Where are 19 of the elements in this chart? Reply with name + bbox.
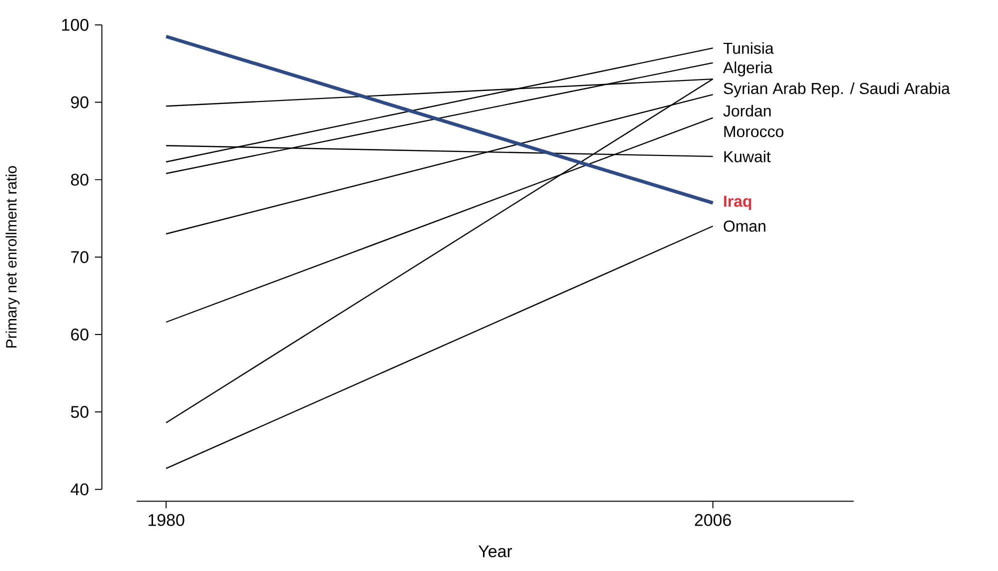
series-label: Tunisia (723, 42, 774, 54)
y-axis-title: Primary net enrollment ratio (6, 166, 20, 348)
y-tick-label: 100 (62, 18, 88, 31)
x-tick-label: 1980 (148, 514, 184, 526)
series-label: Iraq (724, 196, 752, 210)
series-label: Morocco (724, 126, 784, 138)
series-label: Kuwait (724, 150, 771, 162)
x-axis-title: Year (478, 546, 512, 558)
y-tick-label: 80 (70, 174, 88, 186)
y-tick-label: 50 (70, 406, 88, 418)
series-label: Oman (724, 220, 766, 232)
x-tick-label: 2006 (694, 514, 731, 526)
series-label: Algeria (723, 62, 773, 76)
series-label: Jordan (723, 104, 771, 117)
y-tick-label: 70 (71, 251, 88, 264)
y-tick-label: 60 (71, 328, 88, 341)
y-tick-label: 40 (70, 483, 88, 496)
annotation: Syrian Arab Rep. / Saudi Arabia (724, 82, 950, 98)
y-tick-label: 90 (71, 96, 88, 108)
